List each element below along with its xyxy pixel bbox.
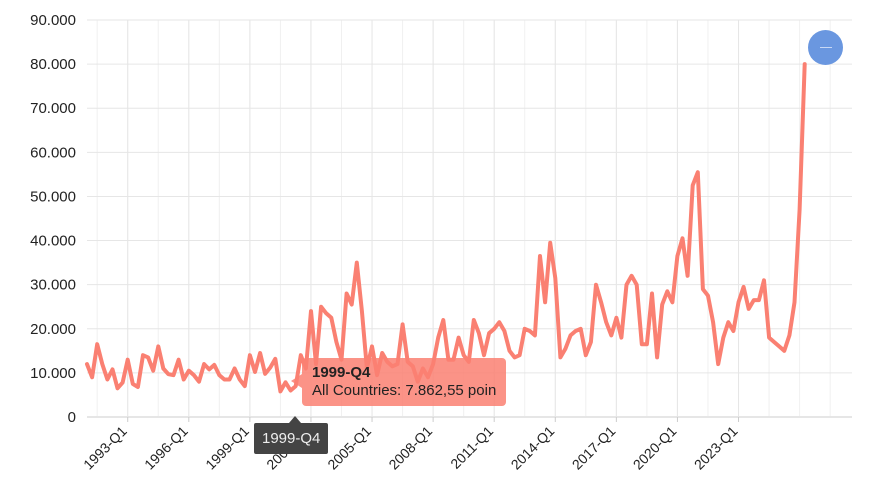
x-tick-label: 2023-Q1 <box>691 423 741 473</box>
x-tick-label: 1993-Q1 <box>80 423 130 473</box>
x-tick-label: 1999-Q1 <box>202 423 252 473</box>
x-tick-label: 2014-Q1 <box>508 423 558 473</box>
y-tick-label: 80.000 <box>30 56 76 73</box>
crosshair-arrow <box>289 416 301 423</box>
tooltip: 1999-Q4 All Countries: 7.862,55 poin <box>302 358 507 406</box>
x-tick-label: 2008-Q1 <box>385 423 435 473</box>
y-axis: 0 10.000 20.000 30.000 40.000 50.000 60.000 70.… <box>30 12 76 426</box>
legend-toggle-button[interactable] <box>808 30 843 65</box>
y-tick-label: 0 <box>68 409 76 426</box>
x-tick-label: 2005-Q1 <box>324 423 374 473</box>
x-axis: 1993-Q11996-Q11999-Q12002-Q12005-Q12008-… <box>80 417 741 473</box>
x-tick-label: 2020-Q1 <box>630 423 680 473</box>
y-tick-label: 60.000 <box>30 144 76 161</box>
series-line-all-countries[interactable] <box>85 62 807 394</box>
crosshair-label: 1999-Q4 <box>254 423 329 454</box>
y-tick-label: 70.000 <box>30 100 76 117</box>
x-tick-label: 2011-Q1 <box>447 423 496 472</box>
tooltip-arrow <box>291 374 302 388</box>
series-layer <box>85 62 807 394</box>
dash-icon <box>819 47 832 48</box>
x-tick-label: 2017-Q1 <box>569 423 619 473</box>
tooltip-title: 1999-Q4 <box>312 364 371 381</box>
y-tick-label: 10.000 <box>30 365 76 382</box>
y-tick-label: 30.000 <box>30 277 76 294</box>
y-tick-label: 50.000 <box>30 188 76 205</box>
y-tick-label: 20.000 <box>30 321 76 338</box>
tooltip-body: All Countries: 7.862,55 poin <box>312 382 497 399</box>
y-tick-label: 40.000 <box>30 233 76 250</box>
y-tick-label: 90.000 <box>30 12 76 29</box>
x-tick-label: 1996-Q1 <box>141 423 191 473</box>
